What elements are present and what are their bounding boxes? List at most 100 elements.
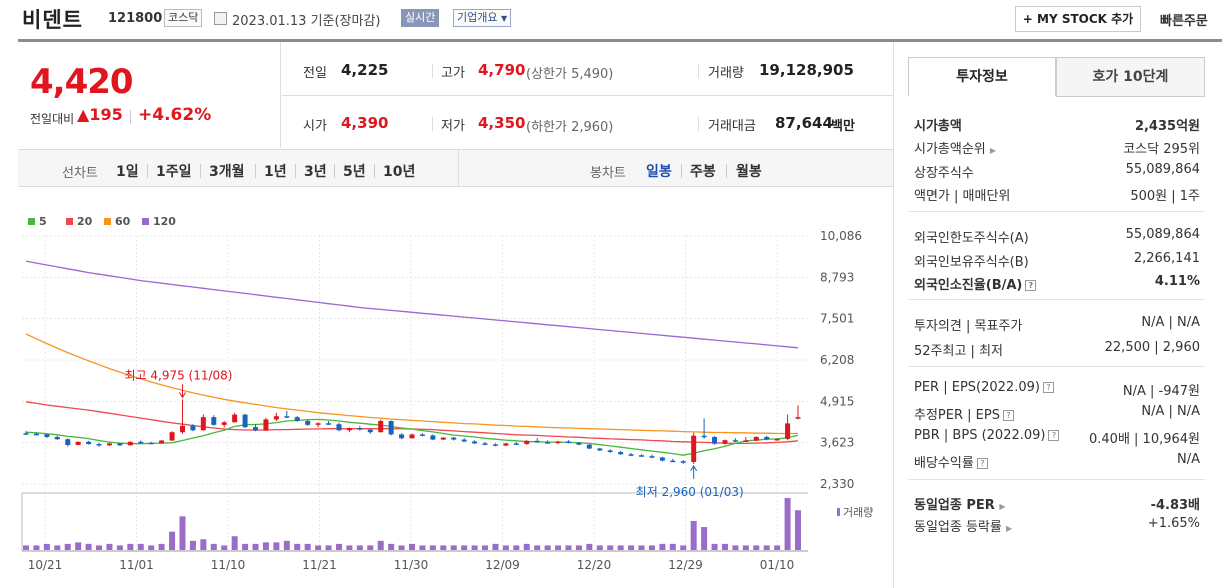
candle-body: [701, 435, 707, 438]
candle-body: [732, 440, 738, 442]
help-icon[interactable]: ?: [1042, 382, 1054, 393]
x-tick-label: 12/29: [668, 558, 703, 572]
volume-bar: [106, 543, 113, 550]
candle-body: [242, 414, 248, 428]
current-price: 4,420: [30, 62, 134, 102]
volume-bar: [648, 545, 655, 550]
volume-bar: [680, 545, 687, 550]
candle-body: [618, 452, 624, 455]
high-price: 4,790: [478, 61, 526, 79]
tab-active-gap: [908, 96, 1056, 98]
candle-body: [75, 441, 81, 445]
low-arrow-head: [690, 464, 698, 472]
volume-bar: [273, 542, 280, 550]
volume-bar: [440, 545, 447, 550]
moving-average-ma5-line: [25, 418, 799, 456]
sep: [432, 117, 433, 131]
volume-legend-label: 거래량: [843, 506, 873, 519]
candle-body: [691, 435, 697, 462]
info-panel: [893, 42, 1222, 588]
market-badge: 코스닥: [164, 9, 203, 27]
sep: [255, 164, 256, 178]
tab-orderbook[interactable]: 호가 10단계: [1056, 57, 1205, 97]
range-1d[interactable]: 1일: [116, 164, 139, 180]
volume-bar: [137, 543, 144, 550]
candle-monthly[interactable]: 월봉: [736, 164, 762, 180]
sep: [726, 164, 727, 178]
candle-body: [743, 440, 749, 443]
candle-body: [419, 434, 425, 436]
realtime-button[interactable]: 실시간: [401, 9, 440, 27]
chevron-right-icon: ▶: [1006, 524, 1013, 533]
volume-bar: [742, 545, 749, 550]
candle-chart-label: 봉차트: [590, 166, 626, 181]
volume-bar: [200, 539, 207, 550]
x-tick-label: 11/30: [394, 558, 429, 572]
help-icon[interactable]: ?: [1048, 430, 1060, 441]
candle-body: [23, 433, 29, 435]
candle-body: [607, 450, 613, 453]
volume-bar: [565, 545, 572, 550]
industry-per-label[interactable]: 동일업종 PER ▶: [914, 494, 1005, 513]
candle-body: [33, 433, 39, 436]
industry-rate-value: +1.65%: [1147, 516, 1200, 531]
volume-bar: [492, 543, 499, 550]
open-label: 시가: [303, 119, 327, 134]
volume-bar: [33, 545, 40, 550]
range-1w[interactable]: 1주일: [156, 164, 192, 180]
company-overview-dropdown[interactable]: 기업개요 ▼: [453, 9, 512, 27]
mcap-label: 시가총액: [914, 119, 962, 134]
mcap-rank-value: 코스닥 295위: [1123, 142, 1200, 157]
candle-body: [367, 429, 373, 433]
pbr-value: 0.40배 | 10,964원: [1089, 432, 1200, 447]
candle-body: [534, 440, 540, 443]
foreign-ratio-value: 4.11%: [1154, 274, 1200, 289]
range-3m[interactable]: 3개월: [209, 164, 245, 180]
y-tick-label: 4,915: [820, 394, 854, 408]
candle-weekly[interactable]: 주봉: [690, 164, 716, 180]
foreign-limit-label: 외국인한도주식수(A): [914, 231, 1029, 246]
candle-body: [670, 460, 676, 463]
volume-bar: [753, 545, 760, 550]
candle-body: [294, 417, 300, 422]
grid-divider: [282, 95, 893, 96]
volume-bar: [409, 543, 415, 550]
range-5y[interactable]: 5년: [343, 164, 366, 180]
candle-body: [190, 425, 196, 431]
volume-legend-swatch: [837, 508, 840, 516]
chevron-right-icon: ▶: [989, 146, 997, 155]
pbr-text: PBR | BPS (2022.09): [914, 428, 1046, 443]
range-10y[interactable]: 10년: [383, 164, 416, 180]
range-1y[interactable]: 1년: [264, 164, 287, 180]
shares-label: 상장주식수: [914, 166, 974, 181]
help-icon[interactable]: ?: [976, 458, 988, 469]
tab-invest-info[interactable]: 투자정보: [908, 57, 1056, 97]
industry-rate-label[interactable]: 동일업종 등락률 ▶: [914, 516, 1012, 535]
help-icon[interactable]: ?: [1025, 280, 1037, 291]
candle-body: [54, 436, 60, 440]
volume-bar: [231, 536, 238, 550]
low-price-annotation: 최저 2,960 (01/03): [636, 485, 744, 499]
volume-bar: [335, 543, 342, 550]
candle-body: [221, 422, 227, 425]
volume-bar: [398, 545, 405, 550]
quick-order-link[interactable]: 빠른주문: [1160, 14, 1208, 29]
range-toolbar: [18, 149, 893, 187]
volume-bar: [252, 543, 259, 550]
range-3y[interactable]: 3년: [304, 164, 327, 180]
volume-bar: [127, 543, 134, 550]
help-icon[interactable]: ?: [1002, 410, 1014, 421]
volume-bar: [482, 545, 489, 550]
mcap-rank-label[interactable]: 시가총액순위 ▶: [914, 138, 996, 157]
divider: [130, 110, 131, 124]
legend-label: 60: [115, 215, 131, 228]
w52-label: 52주최고 | 최저: [914, 344, 1003, 359]
legend-label: 5: [39, 215, 47, 228]
divider: [908, 299, 1205, 300]
add-mystock-button[interactable]: + MY STOCK 추가: [1015, 6, 1141, 32]
candle-body: [399, 434, 405, 439]
candle-body: [639, 455, 645, 457]
candle-daily[interactable]: 일봉: [646, 164, 672, 180]
candle-body: [336, 424, 342, 431]
candle-body: [451, 437, 457, 440]
